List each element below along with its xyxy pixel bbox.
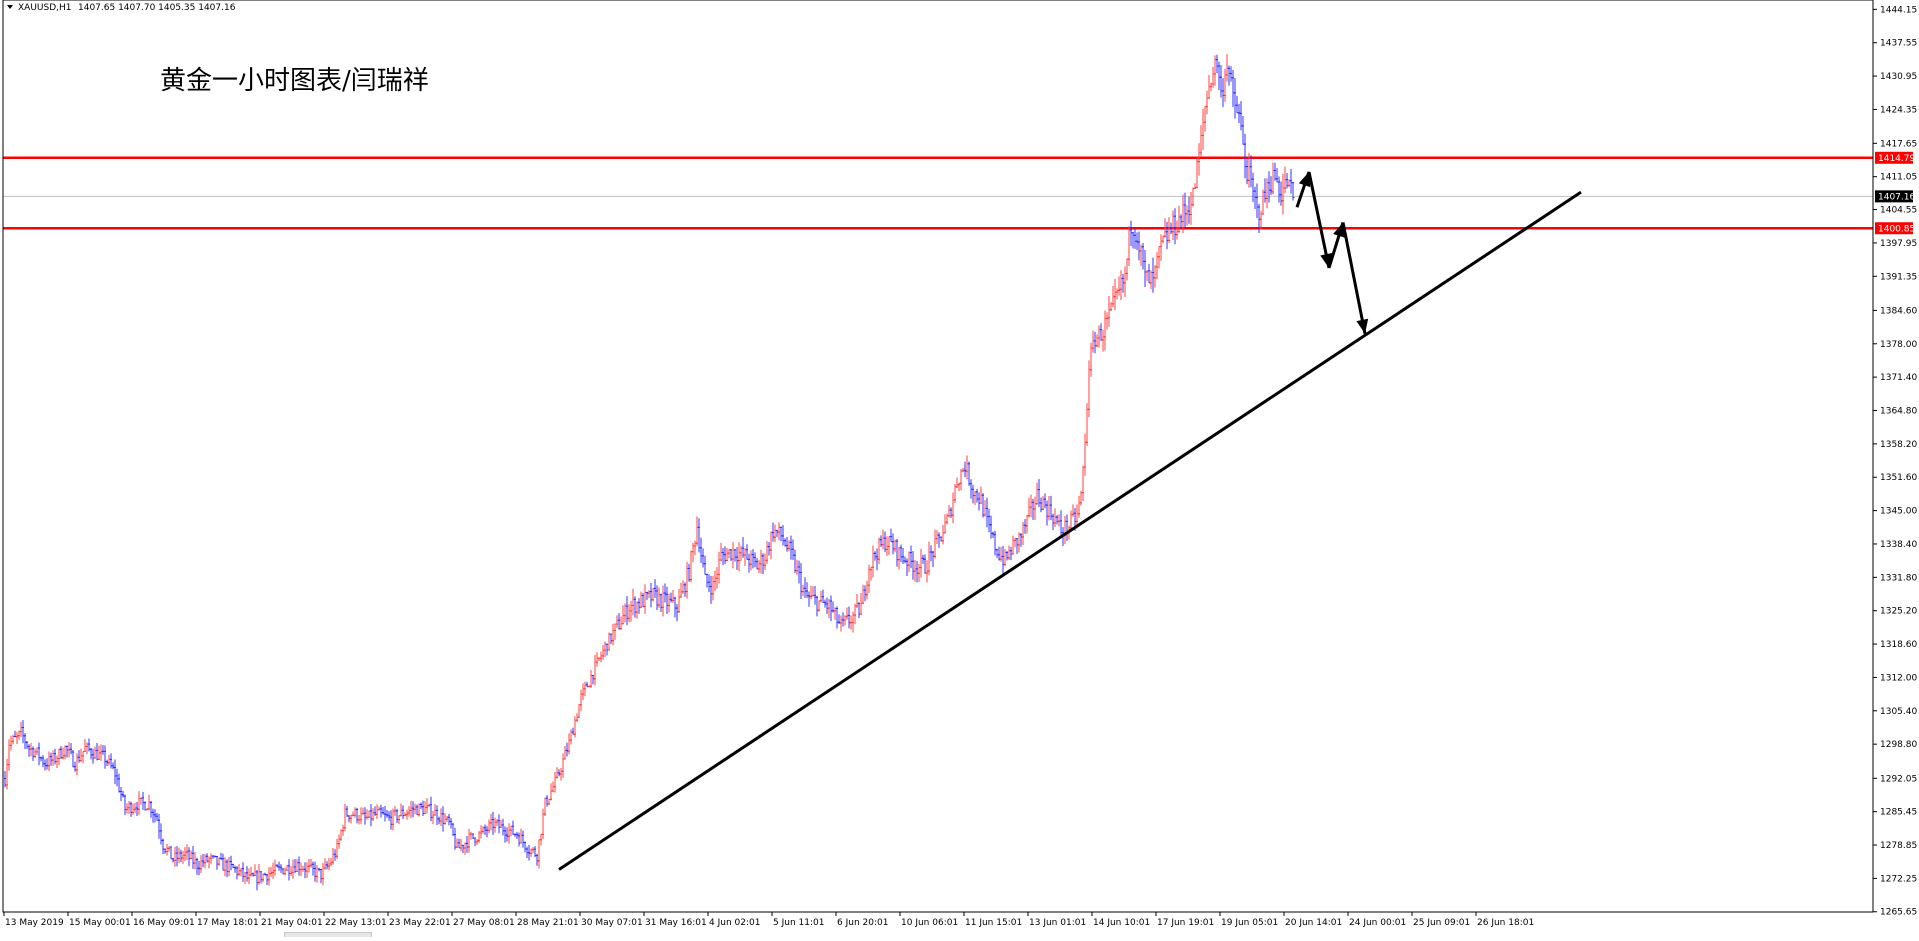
level-price-tag-label-1: 1414.79 — [1878, 154, 1915, 164]
x-tick-label: 14 Jun 10:01 — [1093, 918, 1150, 928]
y-tick-label: 1312.00 — [1880, 673, 1917, 683]
y-tick-label: 1384.60 — [1880, 306, 1917, 316]
y-tick-label: 1411.05 — [1880, 173, 1917, 183]
y-tick-label: 1285.45 — [1880, 808, 1917, 818]
forecast-arrowhead-4 — [1356, 318, 1369, 334]
forecast-arrow-shaft-4 — [1341, 222, 1367, 334]
y-tick-label: 1298.80 — [1880, 740, 1917, 750]
x-tick-label: 11 Jun 15:01 — [965, 918, 1022, 928]
x-tick-label: 26 Jun 18:01 — [1477, 918, 1534, 928]
level-price-tag-label-2: 1400.85 — [1878, 224, 1915, 234]
trendline — [558, 190, 1582, 871]
x-tick-label: 21 May 04:01 — [261, 918, 323, 928]
level-price-tag-1 — [1875, 151, 1913, 164]
y-tick-label: 1278.85 — [1880, 841, 1917, 851]
y-tick-label: 1265.65 — [1880, 908, 1917, 918]
menu-triangle-icon[interactable] — [7, 5, 13, 9]
x-tick-label: 20 Jun 14:01 — [1285, 918, 1342, 928]
x-tick-label: 13 Jun 01:01 — [1029, 918, 1086, 928]
x-tick-label: 15 May 00:01 — [69, 918, 131, 928]
y-tick-label: 1444.15 — [1880, 5, 1917, 15]
x-tick-label: 6 Jun 20:01 — [837, 918, 888, 928]
level-price-tag-2 — [1875, 222, 1913, 235]
y-tick-label: 1364.80 — [1880, 407, 1917, 417]
x-tick-label: 19 Jun 05:01 — [1221, 918, 1278, 928]
x-tick-label: 16 May 09:01 — [133, 918, 195, 928]
y-tick-label: 1424.35 — [1880, 105, 1917, 115]
x-tick-label: 13 May 2019 — [5, 918, 64, 928]
x-tick-label: 22 May 13:01 — [325, 918, 387, 928]
y-tick-label: 1417.65 — [1880, 139, 1917, 149]
y-tick-label: 1351.60 — [1880, 473, 1917, 483]
y-tick-label: 1371.40 — [1880, 373, 1917, 383]
x-tick-label: 23 May 22:01 — [389, 918, 451, 928]
y-tick-label: 1331.80 — [1880, 573, 1917, 583]
x-tick-label: 28 May 21:01 — [517, 918, 579, 928]
x-tick-label: 17 Jun 19:01 — [1157, 918, 1214, 928]
y-tick-label: 1305.40 — [1880, 707, 1917, 717]
y-tick-label: 1358.20 — [1880, 440, 1917, 450]
current-price-tag-label: 1407.16 — [1878, 192, 1915, 202]
x-tick-label: 27 May 08:01 — [453, 918, 515, 928]
x-tick-label: 5 Jun 11:01 — [773, 918, 824, 928]
x-tick-label: 10 Jun 06:01 — [901, 918, 958, 928]
y-tick-label: 1397.95 — [1880, 239, 1917, 249]
y-tick-label: 1430.95 — [1880, 72, 1917, 82]
chart-tab[interactable] — [284, 932, 372, 937]
y-tick-label: 1292.05 — [1880, 774, 1917, 784]
x-tick-label: 31 May 16:01 — [645, 918, 707, 928]
forecast-arrowhead-3 — [1333, 222, 1345, 238]
current-price-tag — [1875, 190, 1913, 203]
forecast-arrow-shaft-2 — [1307, 171, 1331, 269]
y-tick-label: 1338.40 — [1880, 540, 1917, 550]
chart-annotation-title: 黄金一小时图表/闫瑞祥 — [160, 66, 429, 96]
x-tick-label: 4 Jun 02:01 — [709, 918, 760, 928]
y-tick-label: 1345.00 — [1880, 507, 1917, 517]
x-tick-label: 24 Jun 00:01 — [1349, 918, 1406, 928]
y-tick-label: 1378.00 — [1880, 340, 1917, 350]
y-tick-label: 1404.55 — [1880, 206, 1917, 216]
ohlc-values: 1407.65 1407.70 1405.35 1407.16 — [78, 3, 236, 13]
symbol-label: XAUUSD,H1 — [18, 3, 72, 13]
y-tick-label: 1391.35 — [1880, 272, 1917, 282]
y-tick-label: 1272.25 — [1880, 874, 1917, 884]
x-tick-label: 25 Jun 09:01 — [1413, 918, 1470, 928]
forecast-arrowhead-1 — [1298, 171, 1311, 188]
x-tick-label: 17 May 18:01 — [197, 918, 259, 928]
y-tick-label: 1325.20 — [1880, 607, 1917, 617]
y-tick-label: 1318.60 — [1880, 640, 1917, 650]
plot-frame — [2, 0, 1874, 913]
x-tick-label: 30 May 07:01 — [581, 918, 643, 928]
y-tick-label: 1437.55 — [1880, 39, 1917, 49]
